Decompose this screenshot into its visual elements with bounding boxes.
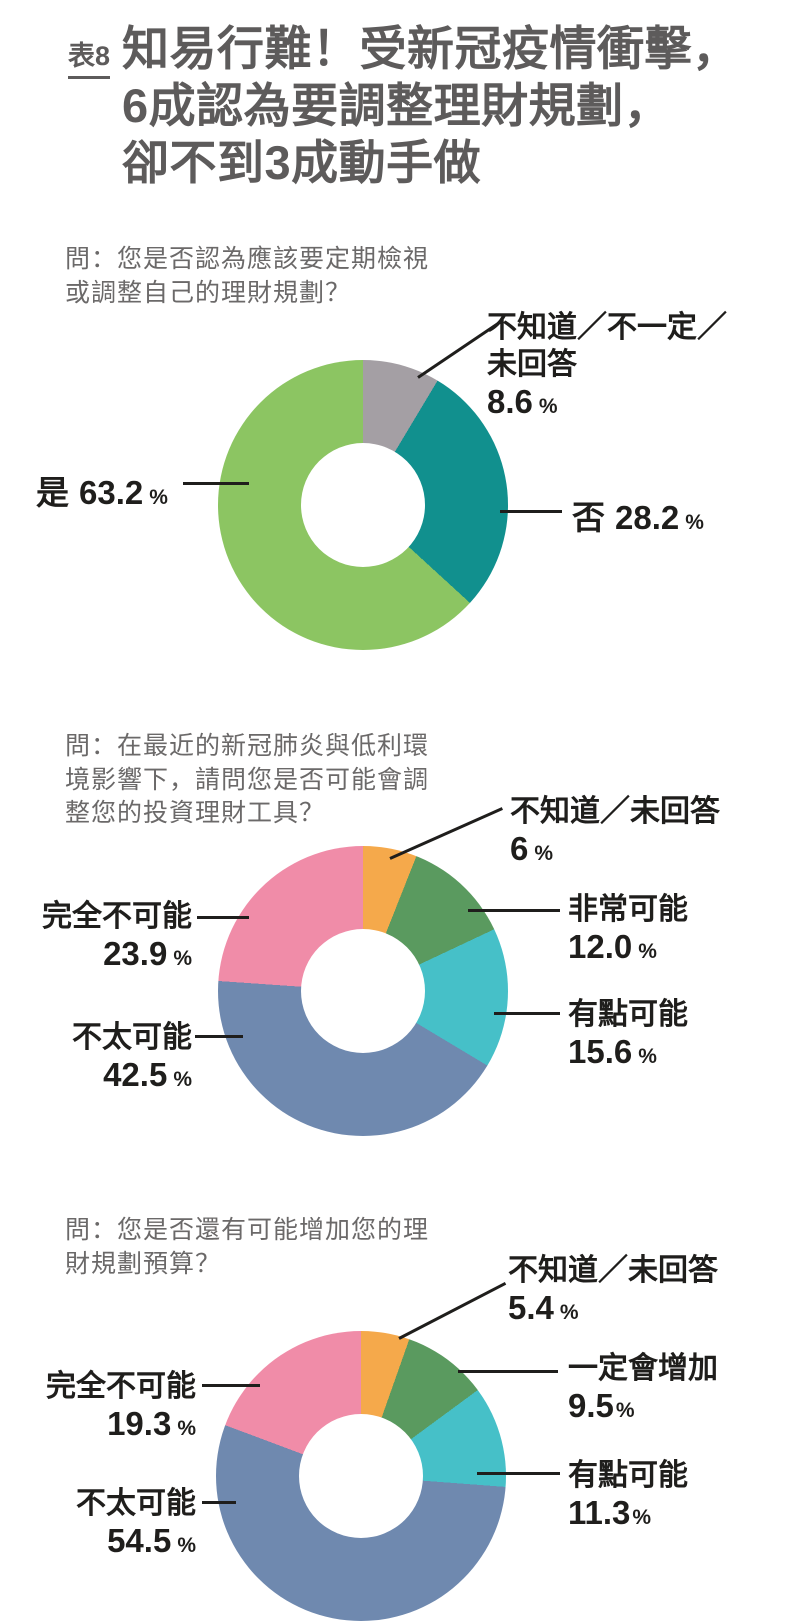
leader-line-chart2-very-likely (468, 909, 560, 912)
slice-label-text: 有點可能 (568, 1459, 688, 1492)
slice-value: 63.2 (79, 474, 144, 511)
leader-line-chart3-will-increase (458, 1370, 558, 1373)
slice-label-chart2-somewhat-likely: 有點可能 15.6% (568, 996, 688, 1076)
leader-line-chart2-impossible (197, 916, 249, 919)
percent-sign: % (177, 1534, 196, 1557)
chart2-question-line-2: 境影響下，請問您是否可能會調 (65, 765, 430, 794)
slice-value: 15.6 (568, 1033, 633, 1070)
chart3-question-line-2: 財規劃預算？ (65, 1249, 222, 1278)
slice-value: 8.6 (487, 383, 533, 420)
chart2-question-line-3: 整您的投資理財工具？ (65, 799, 326, 827)
chart2-question: 問：在最近的新冠肺炎與低利環 境影響下，請問您是否可能會調 整您的投資理財工具？ (65, 730, 429, 831)
percent-sign: % (615, 1399, 635, 1422)
slice-value: 5.4 (508, 1289, 554, 1326)
chart1-question-line-1: 問：您是否認為應該要定期檢視 (65, 245, 430, 273)
slice-label-text: 一定會增加 (568, 1352, 718, 1385)
donut-hole (301, 443, 425, 567)
slice-label-chart1-yes: 是 63.2% (36, 466, 168, 514)
percent-sign: % (173, 947, 192, 970)
leader-line-chart1-no (500, 510, 562, 513)
percent-sign: % (559, 1301, 579, 1324)
slice-value: 12.0 (568, 928, 633, 965)
slice-label-chart2-unknown: 不知道／未回答 6% (510, 793, 720, 873)
chart2-question-line-1: 問：在最近的新冠肺炎與低利環 (65, 732, 430, 760)
slice-label-text: 完全不可能 (42, 900, 192, 933)
slice-label-text: 不知道／未回答 (510, 795, 720, 828)
title-line-1: 知易行難！受新冠疫情衝擊， (122, 22, 740, 75)
slice-label-chart3-unknown: 不知道／未回答 5.4% (508, 1252, 718, 1332)
slice-label-text: 是 (36, 474, 69, 511)
percent-sign: % (534, 842, 554, 865)
slice-label-chart3-somewhat-likely: 有點可能 11.3% (568, 1457, 688, 1537)
slice-label-chart2-impossible: 完全不可能 23.9% (0, 898, 192, 978)
slice-value: 11.3 (568, 1494, 631, 1531)
percent-sign: % (149, 486, 168, 509)
leader-line-chart3-impossible (202, 1384, 260, 1387)
slice-label-chart2-very-likely: 非常可能 12.0% (568, 891, 688, 971)
leader-line-chart1-yes (183, 482, 249, 485)
percent-sign: % (632, 1506, 652, 1529)
slice-label-text: 不知道／不一定／ (487, 311, 727, 344)
slice-label-chart2-unlikely: 不太可能 42.5% (0, 1019, 192, 1099)
percent-sign: % (685, 511, 704, 534)
slice-value: 19.3 (107, 1405, 172, 1442)
leader-line-chart3-unknown (398, 1281, 507, 1340)
leader-line-chart3-unlikely (202, 1501, 236, 1504)
slice-label-text: 不太可能 (76, 1487, 196, 1520)
donut-chart-2 (218, 846, 508, 1136)
page-title: 知易行難！受新冠疫情衝擊， 6成認為要調整理財規劃， 卻不到3成動手做 (122, 20, 740, 191)
slice-label-text: 否 (572, 499, 605, 536)
slice-label-text: 不太可能 (72, 1021, 192, 1054)
chart3-question: 問：您是否還有可能增加您的理 財規劃預算？ (65, 1214, 429, 1281)
chart1-question-line-2: 或調整自己的理財規劃？ (65, 278, 352, 307)
slice-value: 28.2 (615, 499, 680, 536)
leader-line-chart2-unlikely (195, 1035, 243, 1038)
slice-label-text: 不知道／未回答 (508, 1254, 718, 1287)
donut-hole (301, 929, 425, 1053)
slice-label-text: 非常可能 (568, 893, 688, 926)
slice-label-text: 未回答 (487, 348, 577, 381)
donut-chart-3 (216, 1331, 506, 1621)
slice-label-chart1-no: 否 28.2% (572, 491, 704, 539)
chart3-question-line-1: 問：您是否還有可能增加您的理 (65, 1216, 430, 1244)
leader-line-chart3-somewhat-likely (477, 1472, 560, 1475)
slice-value: 6 (510, 830, 529, 867)
title-line-2: 6成認為要調整理財規劃， (122, 79, 672, 132)
slice-value: 54.5 (107, 1522, 172, 1559)
slice-label-text: 有點可能 (568, 998, 688, 1031)
percent-sign: % (638, 940, 657, 963)
chart1-question: 問：您是否認為應該要定期檢視 或調整自己的理財規劃？ (65, 243, 429, 310)
slice-value: 9.5 (568, 1387, 614, 1424)
percent-sign: % (538, 395, 558, 418)
percent-sign: % (638, 1045, 657, 1068)
donut-hole (299, 1414, 423, 1538)
slice-value: 23.9 (103, 935, 168, 972)
donut-chart-1 (218, 360, 508, 650)
title-line-3: 卻不到3成動手做 (122, 136, 482, 189)
percent-sign: % (173, 1068, 192, 1091)
table-number-tag: 表8 (68, 34, 111, 79)
leader-line-chart2-somewhat-likely (494, 1012, 560, 1015)
slice-label-chart3-will-increase: 一定會增加 9.5% (568, 1350, 718, 1430)
percent-sign: % (177, 1417, 196, 1440)
slice-value: 42.5 (103, 1056, 168, 1093)
slice-label-chart3-impossible: 完全不可能 19.3% (0, 1368, 196, 1448)
slice-label-text: 完全不可能 (46, 1370, 196, 1403)
slice-label-chart3-unlikely: 不太可能 54.5% (0, 1485, 196, 1565)
slice-label-chart1-unknown: 不知道／不一定／ 未回答 8.6% (487, 309, 727, 426)
